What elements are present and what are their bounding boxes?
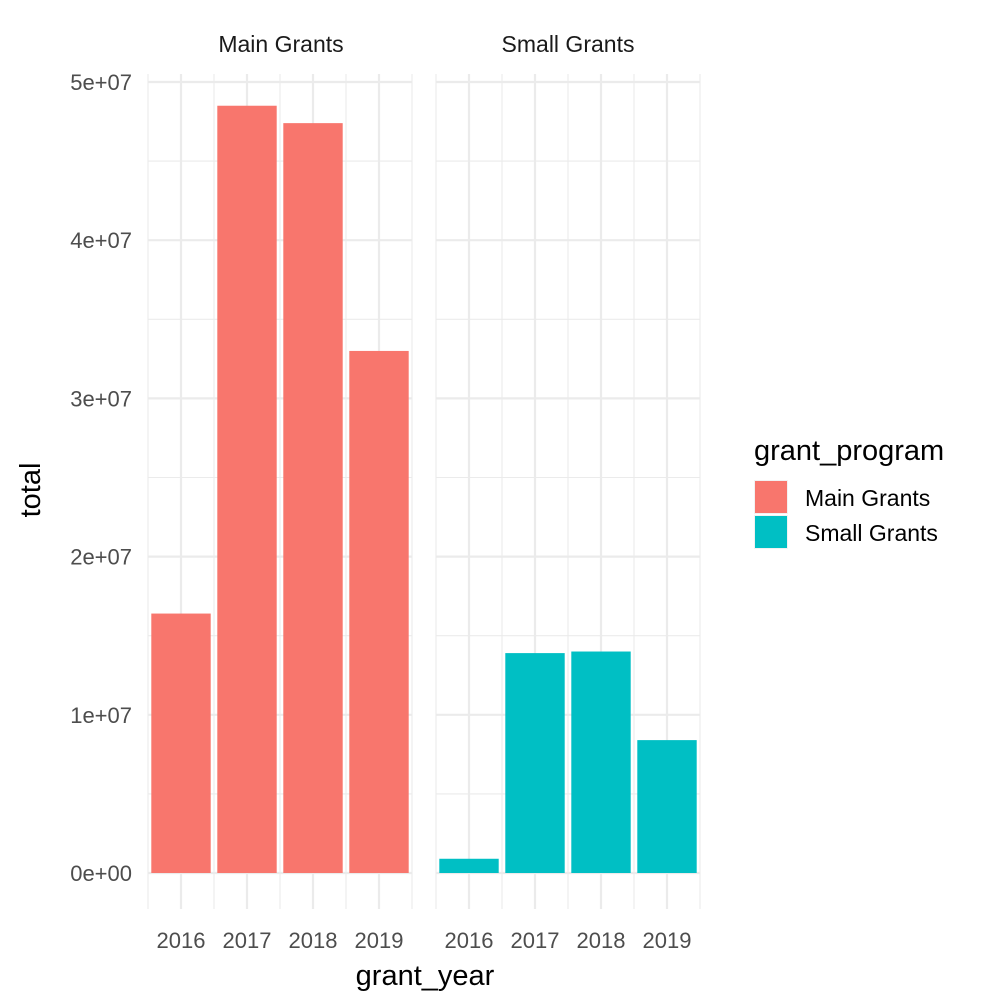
facet-panel-small-grants: 2016 2017 2018 2019 Small Grants [435, 31, 701, 953]
y-tick-label: 5e+07 [70, 70, 132, 95]
y-tick-label: 4e+07 [70, 228, 132, 253]
bar-2017 [217, 105, 277, 874]
y-tick-label: 3e+07 [70, 386, 132, 411]
y-tick-label: 1e+07 [70, 703, 132, 728]
facet-strip-label: Main Grants [218, 31, 343, 57]
bar-2016 [151, 613, 211, 873]
x-tick-label: 2019 [355, 928, 404, 953]
y-tick-label: 0e+00 [70, 861, 132, 886]
x-tick-label: 2017 [511, 928, 560, 953]
x-tick-label: 2018 [577, 928, 626, 953]
y-axis: 0e+00 1e+07 2e+07 3e+07 4e+07 5e+07 [70, 70, 132, 886]
y-axis-title: total [15, 463, 47, 518]
legend-label: Main Grants [805, 485, 930, 511]
y-tick-label: 2e+07 [70, 545, 132, 570]
bar-2017 [505, 653, 565, 873]
x-tick-label: 2018 [289, 928, 338, 953]
facet-panel-main-grants: 2016 2017 2018 2019 Main Grants [147, 31, 413, 953]
legend: grant_program Main Grants Small Grants [754, 435, 944, 549]
x-tick-label: 2017 [223, 928, 272, 953]
legend-label: Small Grants [805, 520, 938, 546]
bar-2018 [571, 651, 631, 873]
x-tick-label: 2019 [643, 928, 692, 953]
legend-key-swatch [755, 516, 787, 548]
facet-strip-label: Small Grants [502, 31, 635, 57]
x-tick-label: 2016 [445, 928, 494, 953]
x-axis-title: grant_year [356, 960, 495, 992]
legend-title: grant_program [754, 435, 944, 467]
x-tick-label: 2016 [157, 928, 206, 953]
bar-2019 [349, 350, 409, 873]
bar-2018 [283, 123, 343, 873]
legend-key-swatch [755, 481, 787, 513]
bar-2016 [439, 858, 499, 873]
bar-2019 [637, 740, 697, 873]
